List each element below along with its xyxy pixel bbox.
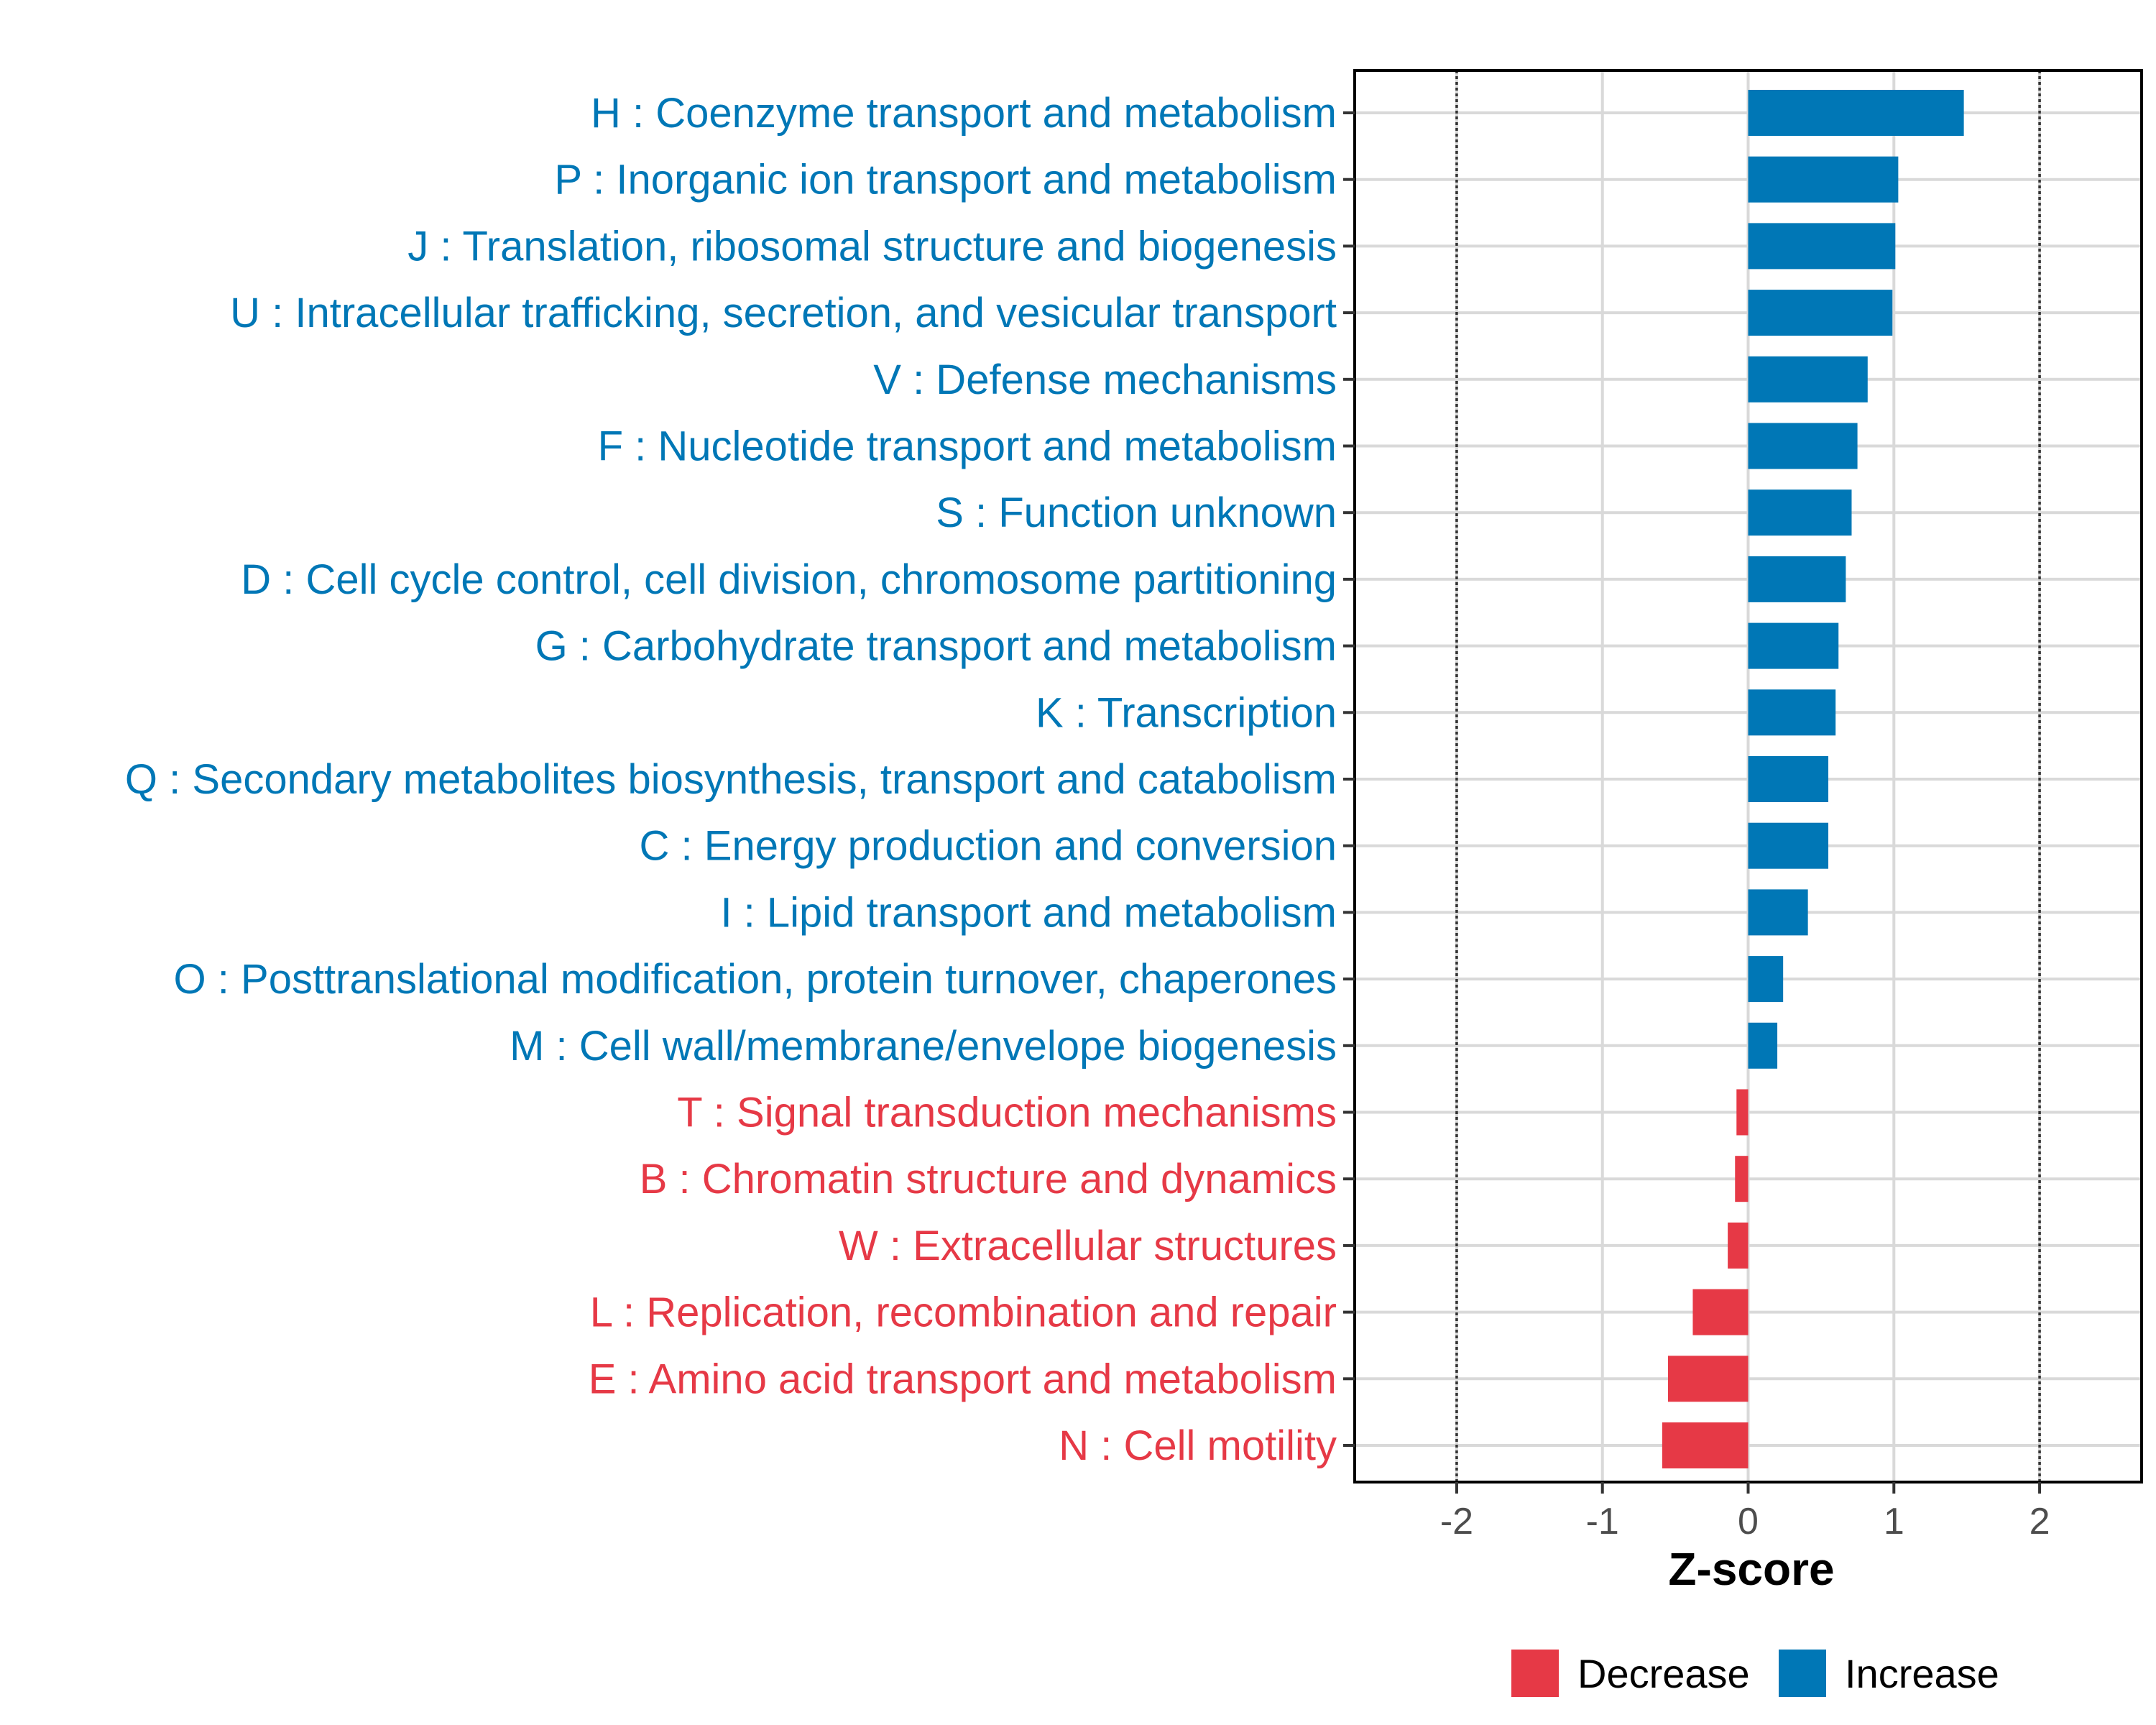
- legend: Decrease Increase: [1511, 1650, 1999, 1697]
- bar: [1748, 356, 1868, 402]
- x-tick-label: 0: [1738, 1501, 1759, 1542]
- bar: [1748, 756, 1829, 802]
- category-axis: H : Coenzyme transport and metabolism P :…: [125, 90, 1355, 1469]
- x-tick-label: -2: [1440, 1501, 1473, 1542]
- category-label: J : Translation, ribosomal structure and…: [407, 223, 1337, 270]
- category-label: V : Defense mechanisms: [873, 356, 1337, 403]
- category-label: M : Cell wall/membrane/envelope biogenes…: [510, 1023, 1337, 1070]
- bar: [1748, 90, 1964, 136]
- legend-swatch: [1511, 1650, 1559, 1697]
- category-label: L : Replication, recombination and repai…: [590, 1289, 1337, 1336]
- bar: [1735, 1156, 1749, 1202]
- legend-label: Decrease: [1577, 1651, 1750, 1696]
- x-axis-title: Z-score: [1668, 1543, 1834, 1595]
- bar: [1662, 1422, 1749, 1468]
- legend-label: Increase: [1845, 1651, 1999, 1696]
- category-label: Q : Secondary metabolites biosynthesis, …: [125, 756, 1337, 803]
- bar: [1748, 290, 1893, 336]
- category-label: H : Coenzyme transport and metabolism: [591, 90, 1337, 137]
- bar: [1748, 1022, 1778, 1069]
- legend-swatch: [1779, 1650, 1826, 1697]
- category-label: C : Energy production and conversion: [640, 823, 1337, 870]
- bars: [1662, 90, 1964, 1468]
- bar: [1748, 889, 1808, 936]
- category-label: S : Function unknown: [936, 489, 1337, 536]
- bar: [1667, 1356, 1749, 1402]
- category-label: P : Inorganic ion transport and metaboli…: [554, 157, 1337, 203]
- category-label: W : Extracellular structures: [839, 1223, 1337, 1269]
- bar: [1692, 1289, 1749, 1335]
- bar: [1748, 423, 1858, 469]
- category-label: G : Carbohydrate transport and metabolis…: [535, 623, 1337, 670]
- category-label: E : Amino acid transport and metabolism: [589, 1356, 1337, 1402]
- bar: [1748, 223, 1896, 270]
- category-label: K : Transcription: [1036, 689, 1337, 736]
- category-label: O : Posttranslational modification, prot…: [174, 956, 1337, 1003]
- bar: [1736, 1089, 1749, 1136]
- bar: [1748, 956, 1784, 1003]
- category-label: U : Intracellular trafficking, secretion…: [230, 290, 1337, 336]
- x-tick-label: 2: [2030, 1501, 2050, 1542]
- category-label: I : Lipid transport and metabolism: [720, 889, 1337, 936]
- bar: [1748, 622, 1839, 669]
- x-axis: -2 -1 0 1 2: [1440, 1482, 2050, 1542]
- x-tick-label: -1: [1586, 1501, 1619, 1542]
- category-label: N : Cell motility: [1059, 1422, 1337, 1469]
- bar: [1748, 489, 1852, 536]
- bar: [1748, 556, 1846, 602]
- category-label: T : Signal transduction mechanisms: [677, 1090, 1337, 1136]
- x-tick-label: 1: [1884, 1501, 1904, 1542]
- bar: [1748, 822, 1829, 869]
- bar: [1728, 1222, 1749, 1269]
- category-label: B : Chromatin structure and dynamics: [640, 1156, 1337, 1202]
- category-label: F : Nucleotide transport and metabolism: [598, 423, 1337, 470]
- category-label: D : Cell cycle control, cell division, c…: [241, 556, 1337, 603]
- bar: [1748, 156, 1899, 203]
- bar: [1748, 689, 1836, 736]
